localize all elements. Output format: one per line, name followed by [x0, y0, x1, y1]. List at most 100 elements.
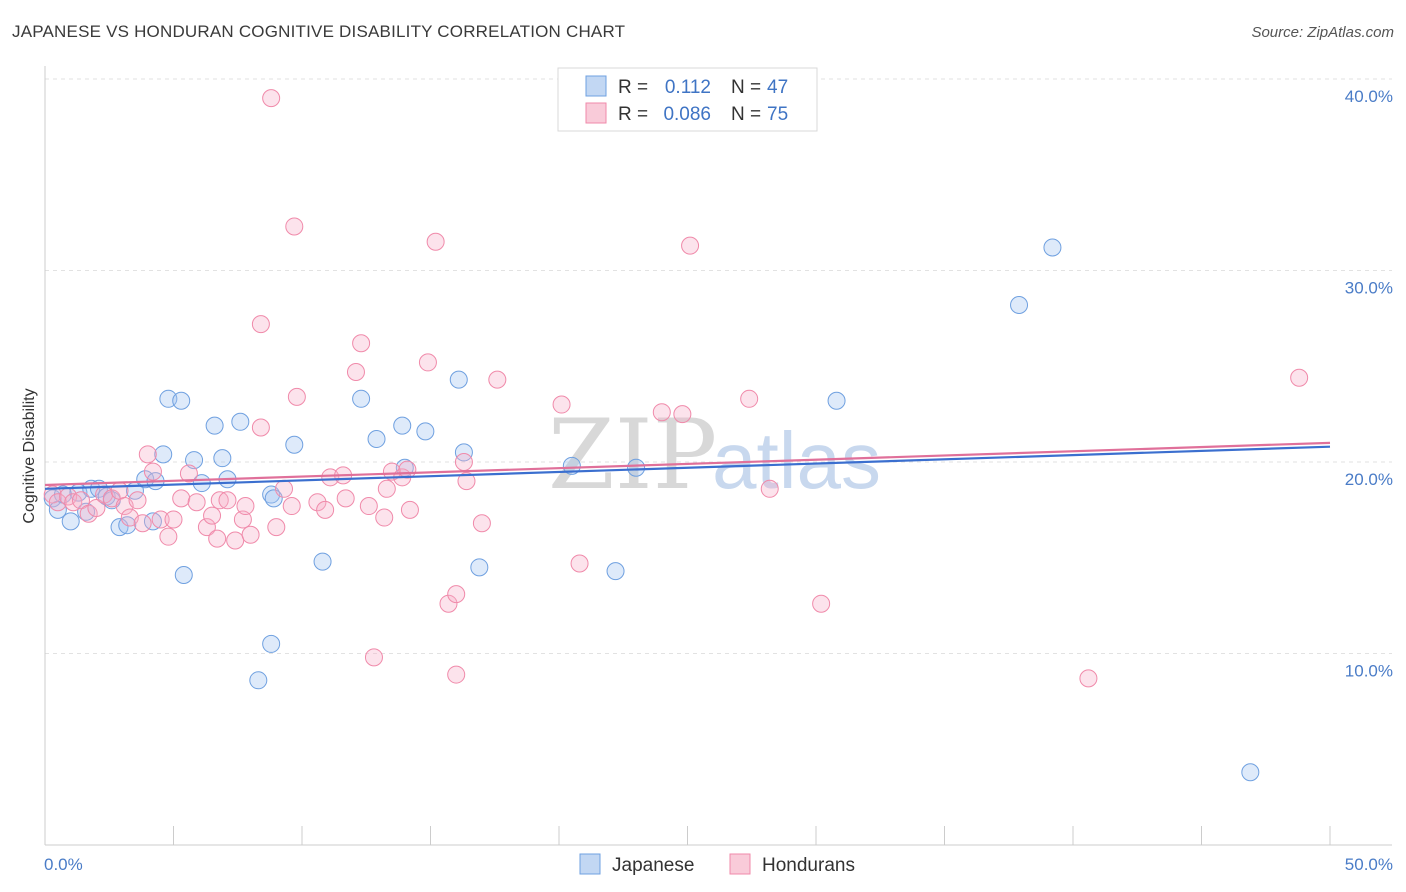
hondurans-point [398, 460, 417, 479]
hondurans-point [418, 353, 437, 372]
hondurans-point [375, 508, 394, 527]
hondurans-point [159, 527, 178, 546]
hondurans-trend-line [44, 441, 1331, 487]
hondurans-point [377, 479, 396, 498]
hondurans-point [87, 498, 106, 517]
japanese-point [89, 479, 108, 498]
hondurans-point [172, 489, 191, 508]
hondurans-point [336, 489, 355, 508]
japanese-point [1010, 295, 1029, 314]
japanese-point [606, 562, 625, 581]
hondurans-point [64, 493, 83, 512]
bottom-legend-swatch-japanese [579, 853, 601, 875]
hondurans-point [346, 362, 365, 381]
hondurans-point [472, 514, 491, 533]
japanese-point [449, 370, 468, 389]
hondurans-point [282, 497, 301, 516]
chart-title: JAPANESE VS HONDURAN COGNITIVE DISABILIT… [12, 22, 626, 41]
x-tick-min: 0.0% [44, 855, 83, 874]
hondurans-point [143, 462, 162, 481]
hondurans-point [275, 479, 294, 498]
hondurans-point [308, 493, 327, 512]
hondurans-point [488, 370, 507, 389]
hondurans-point [48, 493, 67, 512]
japanese-point [313, 552, 332, 571]
trend-lines [44, 441, 1331, 490]
hondurans-point [1290, 368, 1309, 387]
hondurans-point [400, 500, 419, 519]
japanese-point [231, 412, 250, 431]
japanese-point [470, 558, 489, 577]
hondurans-point [740, 389, 759, 408]
hondurans-point [382, 462, 401, 481]
hondurans-point [128, 491, 147, 510]
japanese-point [454, 443, 473, 462]
hondurans-point [151, 510, 170, 529]
hondurans-point [454, 453, 473, 471]
data-points [43, 89, 1309, 782]
japanese-point [77, 502, 96, 521]
legend-n-value-1: 47 [767, 77, 788, 98]
japanese-point [416, 422, 435, 441]
hondurans-point [179, 464, 198, 483]
hondurans-point [316, 500, 335, 519]
hondurans-point [226, 531, 245, 550]
japanese-point [627, 458, 646, 477]
hondurans-point [138, 445, 157, 464]
hondurans-point [251, 315, 270, 334]
japanese-trend-line [44, 445, 1331, 490]
hondurans-point [426, 232, 445, 251]
hondurans-point [439, 594, 458, 613]
hondurans-point [681, 236, 700, 255]
japanese-point [1241, 763, 1260, 782]
hondurans-point [218, 491, 237, 510]
hondurans-point [812, 594, 831, 613]
hondurans-point [203, 506, 222, 525]
hondurans-point [673, 405, 692, 424]
japanese-point [262, 634, 281, 653]
y-tick-labels: 10.0% 20.0% 30.0% 40.0% [1345, 87, 1393, 681]
grid-lines [45, 78, 1392, 654]
japanese-point [827, 391, 846, 410]
y-tick-label-10: 10.0% [1345, 662, 1393, 681]
hondurans-point [352, 334, 371, 353]
japanese-point [185, 451, 204, 470]
bottom-legend-hondurans: Hondurans [762, 855, 855, 876]
legend-r-label-2: R = [618, 104, 648, 125]
bottom-legend-swatch-hondurans [729, 853, 751, 875]
japanese-point [352, 389, 371, 408]
watermark-zip: ZIP [548, 399, 717, 511]
hondurans-point [233, 510, 252, 529]
japanese-point [249, 671, 268, 690]
japanese-point [562, 456, 581, 475]
legend-swatch-hondurans [585, 102, 607, 124]
hondurans-point [364, 648, 383, 667]
y-tick-label-40: 40.0% [1345, 87, 1393, 106]
legend-r-value-2: 0.086 [663, 104, 711, 125]
axes [44, 66, 1392, 846]
hondurans-point [447, 585, 466, 604]
japanese-point [1043, 238, 1062, 257]
hondurans-point [1079, 669, 1098, 688]
hondurans-point [71, 491, 90, 510]
japanese-point [285, 435, 304, 454]
source-label: Source: ZipAtlas.com [1251, 24, 1394, 41]
legend-n-label-1: N = [731, 77, 761, 98]
hondurans-point [251, 418, 270, 437]
hondurans-point [359, 497, 378, 516]
legend-n-label-2: N = [731, 104, 761, 125]
bottom-legend-japanese: Japanese [612, 855, 694, 876]
legend: R = 0.112 N = 47 R = 0.086 N = 75 [557, 67, 818, 132]
japanese-point [154, 445, 173, 464]
japanese-point [367, 430, 386, 449]
hondurans-point [457, 472, 476, 491]
legend-swatch-japanese [585, 75, 607, 97]
x-tick-max: 50.0% [1345, 855, 1393, 874]
hondurans-point [447, 665, 466, 684]
hondurans-point [241, 525, 260, 544]
hondurans-point [197, 518, 216, 537]
y-tick-label-30: 30.0% [1345, 279, 1393, 298]
hondurans-point [552, 395, 571, 414]
japanese-point [205, 416, 224, 435]
hondurans-point [285, 217, 304, 236]
